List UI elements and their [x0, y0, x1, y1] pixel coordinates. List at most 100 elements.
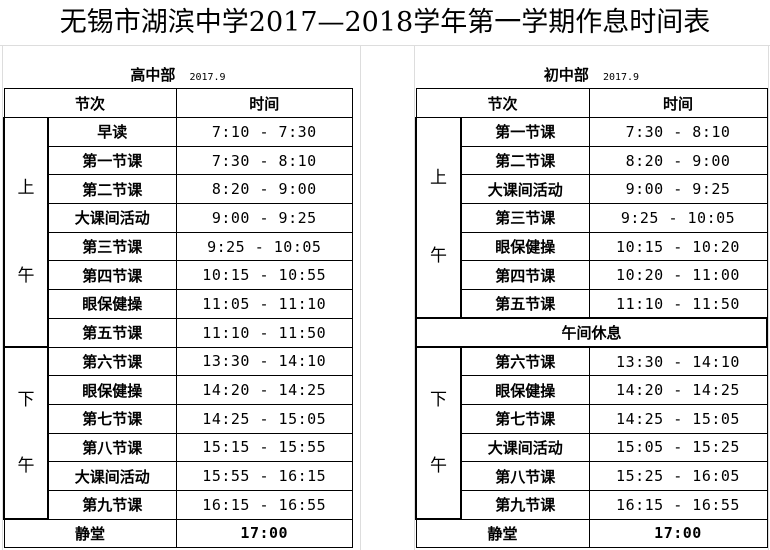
table-row: 第三节课 9:25 - 10:05	[4, 231, 354, 262]
table-row: 大课间活动 15:05 - 15:25	[416, 432, 768, 463]
table-row: 上午第一节课 7:30 - 8:10	[415, 117, 768, 320]
afternoon-label-char: 下	[430, 389, 447, 410]
table-row: 第七节课 14:25 - 15:05	[4, 403, 354, 434]
period-time: 10:20 - 11:00	[588, 260, 768, 291]
period-name: 第一节课	[460, 117, 590, 147]
table-row: 第四节课 10:20 - 11:00	[416, 260, 768, 291]
period-time: 11:10 - 11:50	[588, 289, 768, 319]
table-row: 第四节课 10:15 - 10:55	[4, 260, 354, 291]
period-time: 9:25 - 10:05	[588, 203, 768, 233]
grid-line	[768, 46, 769, 550]
table-row: 第八节课 15:15 - 15:55	[4, 432, 354, 463]
period-name: 第二节课	[460, 145, 590, 176]
period-time: 13:30 - 14:10	[175, 346, 354, 377]
period-name: 第三节课	[47, 231, 177, 262]
table-row: 第三节课 9:25 - 10:05	[416, 203, 768, 233]
header-time: 时间	[175, 88, 354, 118]
senior-section-header: 高中部 2017.9	[3, 60, 353, 88]
morning-label-char: 午	[430, 245, 447, 266]
morning-label-char: 上	[17, 177, 35, 198]
header-time: 时间	[588, 88, 768, 118]
period-time: 7:30 - 8:10	[588, 117, 768, 147]
afternoon-label-char: 午	[17, 456, 35, 477]
table-row: 第八节课 15:25 - 16:05	[416, 461, 768, 491]
period-name: 大课间活动	[47, 203, 177, 233]
senior-date: 2017.9	[189, 72, 226, 83]
period-name: 眼保健操	[460, 375, 590, 405]
noon-break-row: 午间休息	[415, 317, 768, 348]
morning-label-char: 午	[17, 266, 35, 286]
header-session: 节次	[3, 88, 177, 118]
period-name: 第六节课	[460, 346, 590, 377]
header-session: 节次	[415, 88, 590, 118]
table-row: 大课间活动 9:00 - 9:25	[416, 174, 768, 205]
grid-line	[360, 46, 361, 550]
table-row: 下午第六节课 13:30 - 14:10	[415, 346, 768, 521]
table-row: 第五节课 11:10 - 11:50	[416, 289, 768, 319]
period-time: 9:00 - 9:25	[175, 203, 354, 233]
table-row: 眼保健操 14:20 - 14:25	[416, 375, 768, 405]
period-name: 第五节课	[47, 317, 177, 348]
period-name: 第七节课	[460, 403, 590, 434]
page-title: 无锡市湖滨中学2017—2018学年第一学期作息时间表	[0, 0, 770, 46]
senior-label: 高中部	[130, 66, 176, 84]
table-row: 大课间活动 15:55 - 16:15	[4, 461, 354, 491]
period-time: 7:30 - 8:10	[175, 145, 354, 176]
period-name: 第四节课	[47, 260, 177, 291]
period-time: 10:15 - 10:55	[175, 260, 354, 291]
senior-timetable: 节次 时间上午 早读 7:10 - 7:30 第一节课 7:30 - 8:10 第二节课 8:…	[3, 88, 354, 549]
afternoon-label-char: 午	[430, 456, 447, 477]
table-row: 眼保健操 10:15 - 10:20	[416, 231, 768, 262]
grid-line	[414, 46, 415, 550]
junior-section-header: 初中部 2017.9	[415, 60, 768, 88]
junior-label: 初中部	[543, 66, 589, 84]
table-row: 大课间活动 9:00 - 9:25	[4, 203, 354, 233]
period-time: 11:10 - 11:50	[175, 317, 354, 348]
period-name: 大课间活动	[460, 432, 590, 463]
period-name: 第四节课	[460, 260, 590, 291]
table-row: 第七节课 14:25 - 15:05	[416, 403, 768, 434]
period-name: 第八节课	[47, 432, 177, 463]
period-time: 14:20 - 14:25	[175, 375, 354, 405]
afternoon-label-char: 下	[17, 389, 35, 410]
final-time: 17:00	[175, 518, 354, 549]
period-time: 15:15 - 15:55	[175, 432, 354, 463]
period-name: 眼保健操	[460, 231, 590, 262]
junior-timetable: 节次 时间上午第一节课 7:30 - 8:10 第二节课 8:20 - 9:00 大课间活…	[415, 88, 768, 549]
period-time: 11:05 - 11:10	[175, 289, 354, 319]
period-time: 16:15 - 16:55	[175, 489, 354, 520]
final-name: 静堂	[415, 518, 590, 549]
table-row: 第五节课 11:10 - 11:50	[4, 317, 354, 348]
period-time: 8:20 - 9:00	[175, 174, 354, 205]
table-row: 第一节课 7:30 - 8:10	[4, 145, 354, 176]
period-time: 7:10 - 7:30	[175, 117, 354, 147]
period-name: 第九节课	[460, 489, 590, 520]
period-time: 15:05 - 15:25	[588, 432, 768, 463]
grid-line	[2, 46, 3, 550]
final-name: 静堂	[3, 518, 177, 549]
period-time: 14:20 - 14:25	[588, 375, 768, 405]
period-name: 第一节课	[47, 145, 177, 176]
table-row: 上午 早读 7:10 - 7:30	[3, 117, 354, 348]
period-name: 大课间活动	[47, 461, 177, 491]
table-row: 第九节课 16:15 - 16:55	[416, 489, 768, 520]
period-name: 大课间活动	[460, 174, 590, 205]
junior-date: 2017.9	[602, 72, 640, 83]
period-time: 14:25 - 15:05	[175, 403, 354, 434]
period-name: 眼保健操	[47, 375, 177, 405]
table-row: 下午 第六节课 13:30 - 14:10	[3, 346, 354, 521]
period-time: 10:15 - 10:20	[588, 231, 768, 262]
table-row: 眼保健操 14:20 - 14:25	[4, 375, 354, 405]
period-name: 第八节课	[460, 461, 590, 491]
afternoon-label-cell: 下午	[415, 346, 462, 521]
period-time: 15:25 - 16:05	[588, 461, 768, 491]
period-time: 14:25 - 15:05	[588, 403, 768, 434]
table-row: 眼保健操 11:05 - 11:10	[4, 289, 354, 319]
period-name: 第七节课	[47, 403, 177, 434]
period-name: 第六节课	[47, 346, 177, 377]
period-time: 9:00 - 9:25	[588, 174, 768, 205]
period-name: 早读	[47, 117, 177, 147]
period-name: 第二节课	[47, 174, 177, 205]
table-row: 第二节课 8:20 - 9:00	[4, 174, 354, 205]
period-time: 9:25 - 10:05	[175, 231, 354, 262]
